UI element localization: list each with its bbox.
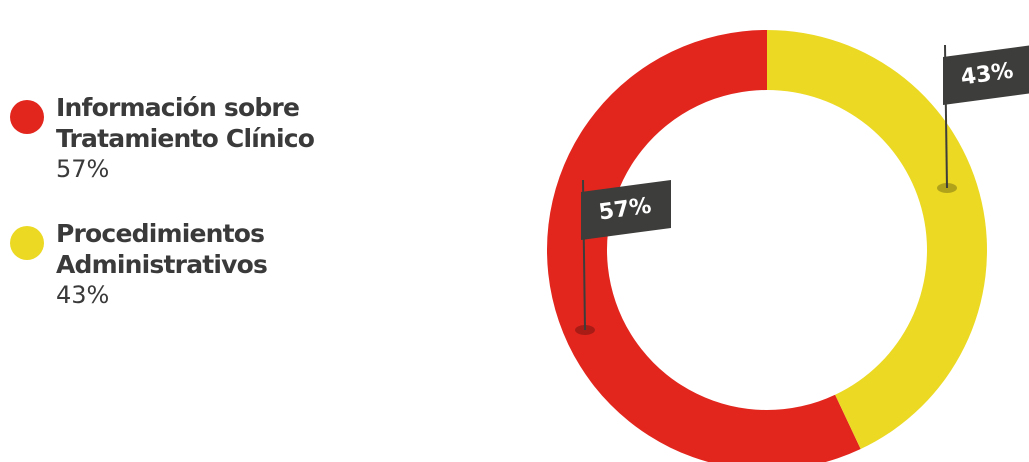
flag-procedimientos: 43%	[937, 44, 1029, 193]
legend-label-line2: Tratamiento Clínico	[56, 124, 315, 153]
slice-procedimientos	[767, 30, 987, 450]
flag-banner	[943, 45, 1029, 105]
flag-informacion: 57%	[575, 179, 671, 335]
flag-banner	[581, 180, 671, 240]
donut-slices	[547, 30, 987, 462]
value-flags: 57% 43%	[575, 44, 1029, 335]
legend-label-line2: Administrativos	[56, 250, 268, 279]
slice-informacion	[547, 30, 861, 462]
legend-item-informacion: Información sobre Tratamiento Clínico 57…	[10, 92, 315, 184]
legend-value: 43%	[56, 281, 110, 309]
chart-legend: Información sobre Tratamiento Clínico 57…	[10, 92, 315, 344]
legend-value: 57%	[56, 155, 110, 183]
legend-swatch-yellow	[10, 226, 44, 260]
legend-swatch-red	[10, 100, 44, 134]
legend-label-line1: Información sobre	[56, 93, 300, 122]
legend-label-line1: Procedimientos	[56, 219, 265, 248]
legend-item-procedimientos: Procedimientos Administrativos 43%	[10, 218, 314, 310]
